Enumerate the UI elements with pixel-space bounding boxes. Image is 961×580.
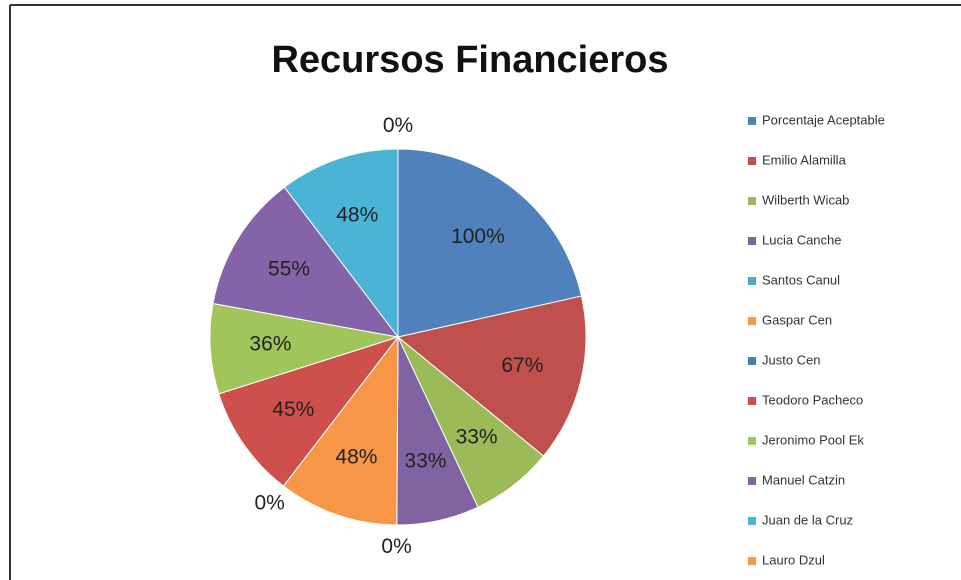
legend-swatch [748, 397, 756, 405]
legend-swatch [748, 277, 756, 285]
pie-slice [397, 148, 583, 338]
legend-swatch [748, 117, 756, 125]
legend-label: Justo Cen [762, 352, 821, 367]
data-label: 48% [335, 445, 377, 468]
legend-label: Jeronimo Pool Ek [762, 432, 864, 447]
data-label: 0% [381, 535, 411, 558]
pie-slice [218, 336, 400, 487]
legend-swatch [748, 317, 756, 325]
chart-title: Recursos Financieros [271, 39, 668, 81]
legend-swatch [748, 437, 756, 445]
pie-slice [209, 302, 399, 395]
data-label: 33% [404, 449, 446, 472]
legend-label: Lucia Canche [762, 232, 842, 247]
pie-slice [282, 335, 399, 526]
legend-swatch [748, 477, 756, 485]
data-label: 67% [501, 354, 543, 377]
legend-label: Wilberth Wicab [762, 192, 849, 207]
legend-swatch [748, 237, 756, 245]
legend-label: Emilio Alamilla [762, 152, 847, 167]
legend-swatch [748, 357, 756, 365]
legend-swatch [748, 157, 756, 165]
legend-label: Santos Canul [762, 272, 840, 287]
legend-label: Gaspar Cen [762, 312, 832, 327]
legend-label: Teodoro Pacheco [762, 392, 863, 407]
data-label: 55% [268, 258, 310, 281]
legend-label: Porcentaje Aceptable [762, 112, 885, 127]
data-label: 48% [336, 203, 378, 226]
legend-label: Juan de la Cruz [762, 512, 853, 527]
legend-swatch [748, 557, 756, 565]
legend-swatch [748, 197, 756, 205]
pie-slice [283, 148, 399, 339]
data-label: 33% [456, 425, 498, 448]
data-label: 45% [272, 398, 314, 421]
legend-label: Lauro Dzul [762, 552, 825, 567]
data-label: 0% [383, 114, 413, 137]
data-label: 0% [254, 491, 284, 514]
data-label: 100% [451, 225, 505, 248]
legend-swatch [748, 517, 756, 525]
data-label: 36% [249, 333, 291, 356]
pie-slice [396, 295, 587, 457]
pie-slice [212, 186, 400, 338]
legend-label: Manuel Catzin [762, 472, 845, 487]
